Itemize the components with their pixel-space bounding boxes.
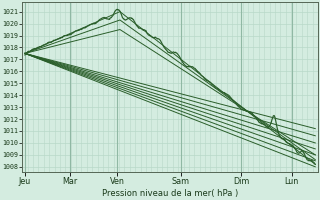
X-axis label: Pression niveau de la mer( hPa ): Pression niveau de la mer( hPa ) [102, 189, 238, 198]
